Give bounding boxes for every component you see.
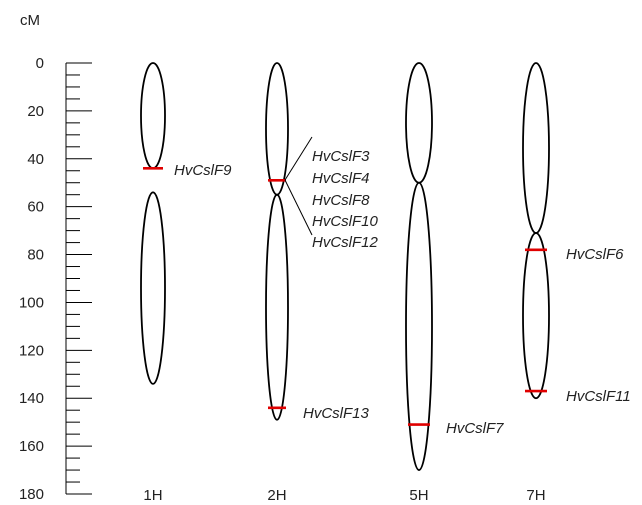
gene-label-hvcslf7: HvCslF7 <box>446 420 504 437</box>
scale-tick-label: 100 <box>19 294 44 311</box>
chromosomes <box>140 62 550 471</box>
unit-label: cM <box>20 12 40 29</box>
scale-tick-label: 40 <box>27 151 44 168</box>
chromosome-arm-lower <box>140 191 166 385</box>
scale-tick-label: 160 <box>19 438 44 455</box>
scale-tick-label: 180 <box>19 486 44 503</box>
chromosome-arm-lower <box>265 193 289 421</box>
scale-tick-labels: 0 20 40 60 80 100 120 140 160 180 <box>19 55 44 503</box>
leader-line-hvcslf3 <box>284 136 313 181</box>
gene-label-hvcslf4: HvCslF4 <box>312 170 370 187</box>
chromosome-arm-lower <box>522 232 550 400</box>
gene-label-hvcslf11: HvCslF11 <box>566 388 631 405</box>
gene-label-hvcslf12: HvCslF12 <box>312 234 379 251</box>
scale-tick-label: 80 <box>27 247 44 264</box>
chromosome-7h <box>522 62 550 400</box>
scale-tick-label: 60 <box>27 199 44 216</box>
chromosome-label-2h: 2H <box>267 487 286 504</box>
chromosome-label-1h: 1H <box>143 487 162 504</box>
chromosome-arm-upper <box>265 62 289 196</box>
chromosome-2h <box>265 62 289 421</box>
chromosome-1h <box>140 62 166 385</box>
gene-label-hvcslf13: HvCslF13 <box>303 405 370 422</box>
chromosome-arm-upper <box>140 62 166 170</box>
gene-label-hvcslf9: HvCslF9 <box>174 162 232 179</box>
chromosome-5h <box>405 62 433 471</box>
gene-label-hvcslf6: HvCslF6 <box>566 246 624 263</box>
gene-label-hvcslf3: HvCslF3 <box>312 148 370 165</box>
gene-label-hvcslf10: HvCslF10 <box>312 213 379 230</box>
scale-axis <box>65 62 92 495</box>
chromosome-arm-upper <box>522 62 550 234</box>
scale-tick-label: 120 <box>19 342 44 359</box>
scale-tick-label: 0 <box>36 55 44 72</box>
scale-tick-label: 20 <box>27 103 44 120</box>
chromosome-label-7h: 7H <box>526 487 545 504</box>
chromosome-arm-lower <box>405 181 433 471</box>
chromosome-label-5h: 5H <box>409 487 428 504</box>
leader-line-hvcslf12 <box>284 179 313 236</box>
chromosome-arm-upper <box>405 62 433 184</box>
cluster-leader-lines <box>284 136 313 236</box>
gene-label-hvcslf8: HvCslF8 <box>312 192 370 209</box>
scale-tick-label: 140 <box>19 390 44 407</box>
